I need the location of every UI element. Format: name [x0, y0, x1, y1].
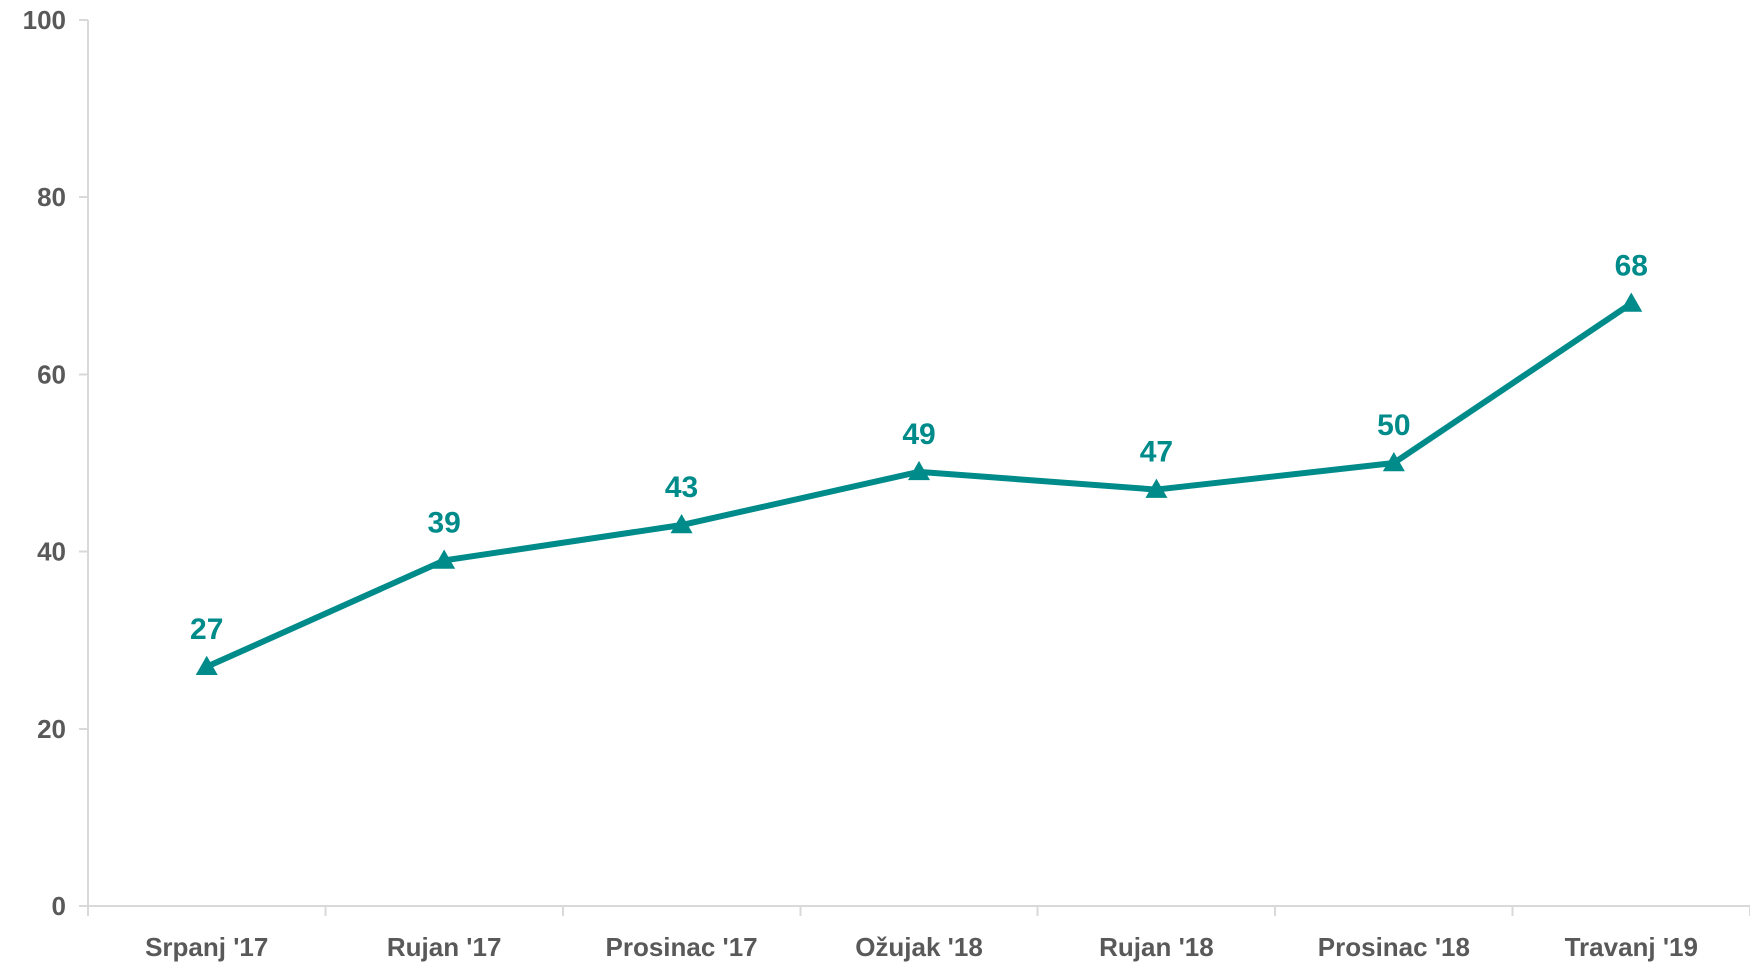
- data-point-marker: [1620, 292, 1643, 312]
- data-point-marker: [1382, 452, 1405, 472]
- data-label: 49: [902, 418, 935, 451]
- y-tick-label: 20: [37, 714, 66, 744]
- axes: [79, 19, 1750, 916]
- data-point-marker: [433, 549, 456, 569]
- data-label: 68: [1615, 250, 1648, 283]
- data-label: 27: [190, 613, 223, 646]
- y-tick-label: 100: [23, 5, 66, 35]
- tick-labels: 0 20 40 60 80 100 Srpanj '17 Rujan '17 Prosinac …: [23, 5, 1698, 962]
- data-label: 47: [1140, 436, 1173, 469]
- x-tick-label: Srpanj '17: [145, 932, 268, 962]
- series-line: [203, 300, 1635, 670]
- data-point-marker: [1145, 478, 1168, 498]
- data-label: 39: [427, 506, 460, 539]
- x-tick-label: Ožujak '18: [855, 932, 983, 962]
- x-tick-label: Rujan '18: [1099, 932, 1214, 962]
- y-tick-label: 60: [37, 359, 66, 389]
- y-tick-label: 0: [52, 891, 66, 921]
- x-tick-label: Rujan '17: [387, 932, 502, 962]
- data-label: 50: [1377, 409, 1410, 442]
- data-point-marker: [670, 514, 693, 534]
- data-point-marker: [908, 460, 930, 481]
- series-markers-layer: [195, 292, 1643, 676]
- data-point-marker: [195, 655, 218, 676]
- x-tick-label: Prosinac '17: [605, 932, 757, 962]
- x-tick-label: Travanj '19: [1565, 932, 1698, 962]
- data-label: 43: [665, 471, 698, 504]
- y-tick-label: 80: [37, 182, 66, 212]
- series-line-layer: [203, 300, 1635, 670]
- x-tick-label: Prosinac '18: [1318, 932, 1470, 962]
- y-tick-label: 40: [37, 537, 66, 567]
- data-labels-layer: 27 39 43 49 47 50 68: [190, 250, 1648, 646]
